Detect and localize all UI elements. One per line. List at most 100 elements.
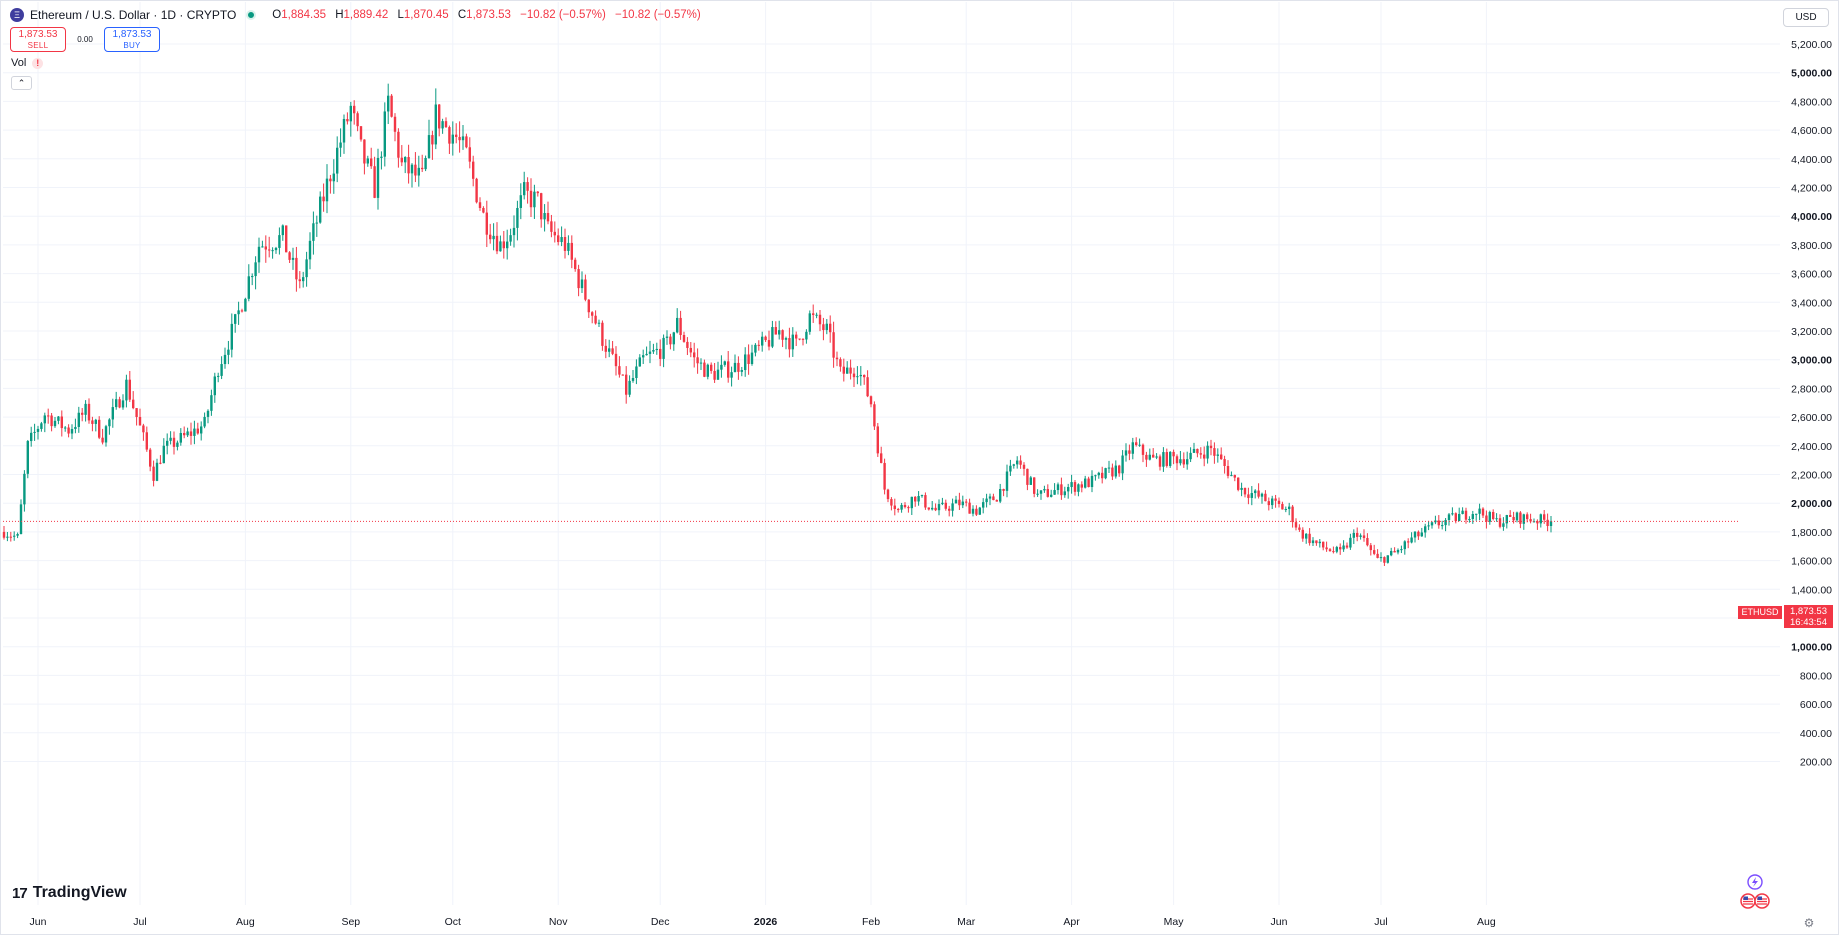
candle-body [84, 403, 87, 415]
warning-icon[interactable]: ! [32, 57, 44, 69]
currency-selector[interactable]: USD [1783, 8, 1829, 27]
candle-body [897, 509, 900, 511]
candle-body [1498, 518, 1502, 527]
candle-body [458, 136, 461, 141]
candle-body [638, 357, 641, 367]
market-status-icon[interactable] [246, 10, 257, 20]
candle-body [1148, 454, 1151, 460]
candle-body [546, 212, 550, 222]
candle-body [682, 335, 686, 342]
candle-body [183, 432, 186, 436]
candle-body [468, 147, 471, 162]
candle-body [1121, 455, 1124, 474]
candle-body [193, 428, 196, 436]
candle-body [1005, 471, 1009, 491]
candle-body [1250, 493, 1253, 498]
symbol-title[interactable]: Ethereum / U.S. Dollar · 1D · CRYPTO [30, 8, 237, 22]
candle-body [1413, 531, 1417, 538]
candle-body [247, 276, 250, 299]
candle-body [274, 247, 278, 251]
candle-body [346, 118, 349, 122]
candle-body [978, 507, 981, 515]
candle-body [240, 310, 244, 312]
candle-body [349, 105, 352, 122]
candle-body [1478, 508, 1481, 514]
candle-body [1468, 518, 1471, 520]
price-tick-label: 3,400.00 [1791, 297, 1832, 309]
candle-body [448, 127, 451, 144]
candle-body [686, 341, 689, 348]
candle-body [839, 359, 842, 367]
candle-body [1298, 527, 1301, 530]
candle-body [937, 504, 941, 511]
candle-body [805, 331, 808, 340]
candle-body [1447, 514, 1451, 520]
buy-price: 1,873.53 [112, 28, 152, 40]
candle-body [570, 242, 573, 260]
candle-body [390, 95, 393, 117]
candle-body [50, 415, 53, 427]
candle-body [788, 338, 791, 350]
candle-body [1016, 460, 1019, 465]
candle-body [1199, 453, 1202, 455]
price-tick-label: 4,000.00 [1791, 211, 1832, 223]
candle-body [553, 231, 556, 236]
candle-body [1352, 532, 1355, 538]
candle-body [98, 419, 101, 438]
candle-body [1124, 450, 1128, 456]
candle-body [227, 349, 230, 355]
last-price-label: 1,873.53 16:43:54 [1784, 605, 1833, 628]
candle-body [152, 466, 155, 481]
candle-body [618, 366, 621, 375]
candle-body [23, 473, 26, 505]
candle-body [886, 489, 890, 500]
tradingview-logo[interactable]: 17 TradingView [12, 884, 127, 902]
time-tick-label: Sep [341, 916, 360, 928]
candle-body [880, 453, 883, 463]
candle-body [798, 338, 801, 340]
candle-body [1084, 478, 1087, 488]
candle-body [713, 370, 716, 380]
market-flags[interactable] [1735, 874, 1775, 914]
candle-body [689, 347, 692, 353]
candle-body [859, 374, 862, 377]
time-axis[interactable]: Jun Jul Aug Sep Oct Nov Dec 2026 Feb Mar Apr May Jun… [30, 916, 1496, 928]
sell-button[interactable]: 1,873.53 SELL [10, 27, 66, 52]
candle-body [499, 241, 502, 252]
candle-body [234, 314, 237, 324]
candle-body [550, 221, 553, 232]
candle-body [393, 116, 397, 132]
candle-body [444, 121, 448, 128]
candle-body [482, 207, 485, 213]
candle-body [159, 462, 162, 464]
candle-body [1512, 516, 1515, 521]
candle-body [1067, 487, 1070, 492]
candle-body [1294, 522, 1298, 528]
candle-body [1209, 445, 1213, 449]
volume-legend[interactable]: Vol ! [11, 57, 44, 69]
candle-body [1526, 514, 1529, 520]
collapse-legend-button[interactable]: ⌃ [11, 76, 32, 90]
candle-body [424, 157, 427, 170]
candle-body [101, 437, 104, 443]
candle-body [791, 334, 794, 350]
candle-body [693, 352, 696, 358]
candle-body [264, 246, 267, 250]
price-axis[interactable]: 200.00400.00600.00800.001,000.001,200.00… [1791, 39, 1832, 769]
candle-body [16, 534, 19, 536]
candle-body [1152, 454, 1155, 458]
candle-body [455, 134, 458, 137]
candle-body [254, 262, 257, 277]
candle-body [516, 207, 519, 228]
candle-body [370, 158, 373, 167]
candle-body [421, 167, 424, 170]
lightning-icon [1747, 874, 1763, 890]
gear-icon[interactable]: ⚙ [1803, 916, 1815, 930]
buy-button[interactable]: 1,873.53 BUY [104, 27, 160, 52]
candle-body [1070, 482, 1073, 488]
volume-label: Vol [11, 57, 27, 69]
candle-body [1104, 468, 1107, 479]
candle-body [397, 131, 400, 158]
candle-body [1417, 531, 1420, 537]
